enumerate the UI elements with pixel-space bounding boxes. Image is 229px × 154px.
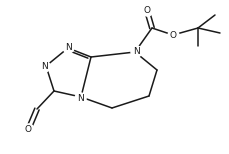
Text: N: N — [65, 43, 71, 51]
Text: O: O — [144, 6, 150, 14]
Text: N: N — [133, 47, 139, 55]
Text: N: N — [41, 61, 47, 71]
Text: N: N — [77, 93, 83, 103]
Text: O: O — [25, 124, 32, 134]
Text: O: O — [169, 30, 177, 39]
